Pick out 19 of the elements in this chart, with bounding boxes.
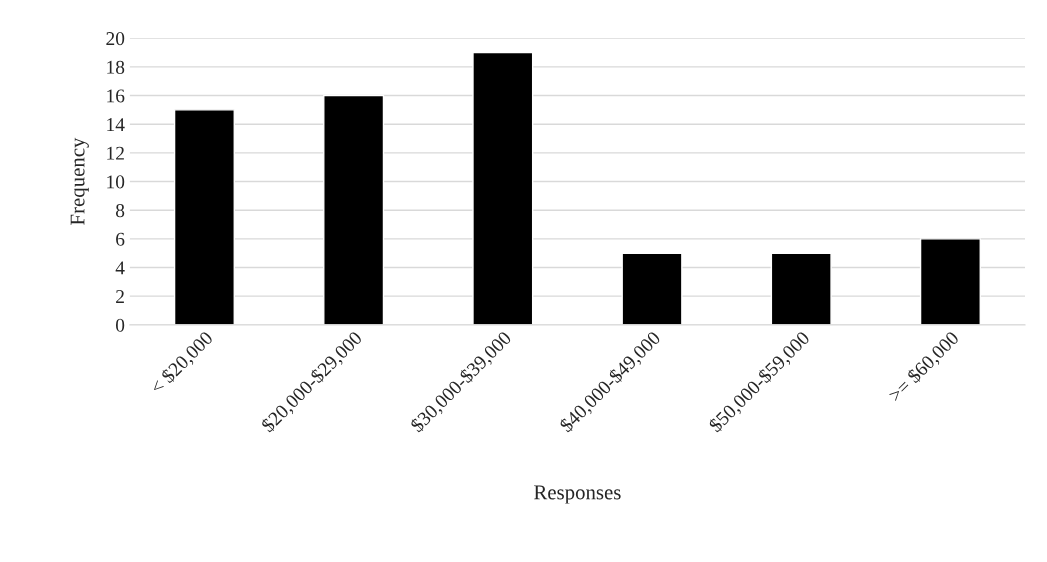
y-tick-label: 6: [116, 232, 125, 246]
y-tick-label: 10: [107, 175, 125, 189]
bar: [770, 252, 832, 325]
bar: [323, 94, 385, 325]
y-tick-label: 4: [115, 261, 125, 275]
bar: [472, 51, 534, 325]
y-tick-label: 12: [107, 146, 124, 160]
bar: [919, 238, 981, 325]
x-axis-title: Responses: [534, 485, 621, 504]
y-tick-label: 14: [107, 118, 125, 131]
y-tick-label: 0: [115, 318, 125, 332]
y-tick-label: 20: [106, 32, 125, 46]
bar: [173, 109, 235, 325]
y-tick-label: 16: [107, 89, 125, 103]
bar: [621, 252, 683, 325]
y-tick-label: 2: [116, 290, 124, 303]
y-axis-title: Frequency: [70, 137, 89, 225]
y-tick-label: 8: [115, 204, 125, 218]
y-tick-label: 18: [107, 60, 125, 74]
